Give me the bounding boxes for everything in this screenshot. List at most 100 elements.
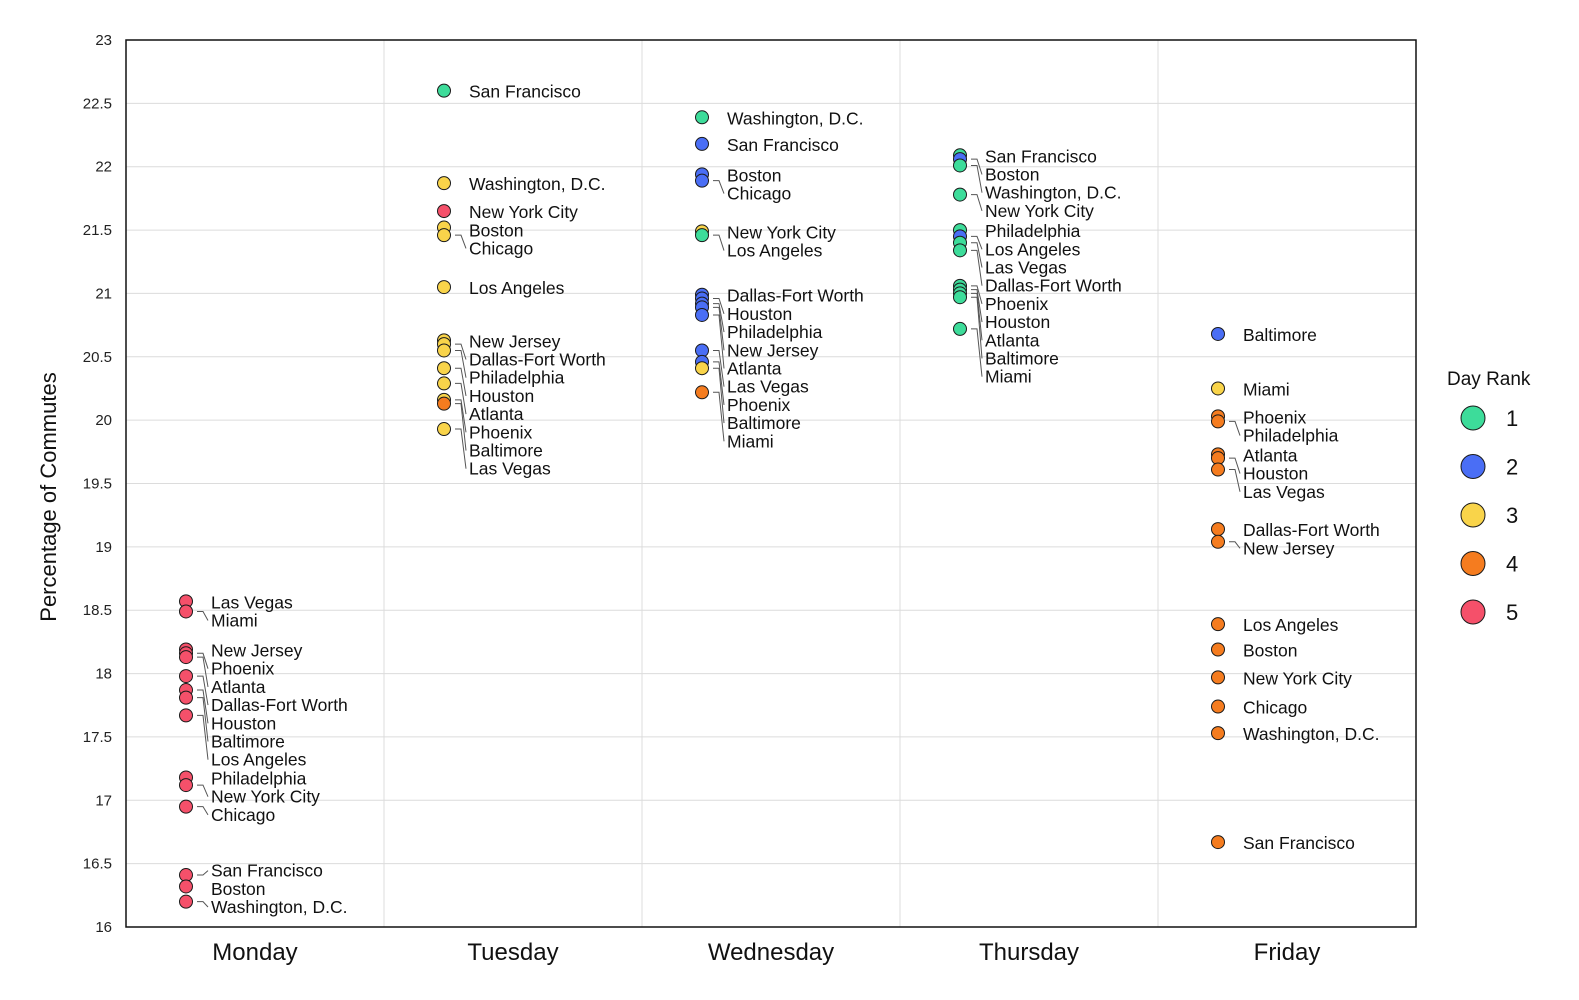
data-point xyxy=(437,83,451,98)
point-label: Philadelphia xyxy=(727,322,823,342)
data-point xyxy=(953,290,967,305)
leader-line xyxy=(971,296,983,359)
leader-line xyxy=(1229,541,1241,549)
point-label: San Francisco xyxy=(985,146,1097,166)
leader-line xyxy=(455,343,467,360)
point-label: Baltimore xyxy=(211,731,285,751)
data-point xyxy=(179,669,193,684)
leader-line xyxy=(197,870,209,876)
point-label: Las Vegas xyxy=(1243,482,1325,502)
leader-line xyxy=(713,391,725,442)
leader-line xyxy=(713,314,725,369)
grid-lines xyxy=(126,40,1416,927)
leader-line xyxy=(197,610,209,621)
point-label: Washington, D.C. xyxy=(469,174,606,194)
leader-line xyxy=(455,428,467,469)
point-label: Philadelphia xyxy=(469,368,565,388)
data-point xyxy=(179,879,193,894)
leader-line xyxy=(197,901,209,908)
point-label: Phoenix xyxy=(469,422,532,442)
data-point xyxy=(437,228,451,243)
legend-swatch xyxy=(1460,599,1486,625)
point-label: Philadelphia xyxy=(211,768,307,788)
x-axis-categories: Monday Tuesday Wednesday Thursday Friday xyxy=(212,939,1320,966)
legend-label: 2 xyxy=(1506,455,1518,480)
point-label: Chicago xyxy=(727,184,791,204)
leader-line xyxy=(1229,420,1241,436)
data-point xyxy=(695,307,709,322)
point-label: Los Angeles xyxy=(469,278,565,298)
data-point xyxy=(1211,522,1225,537)
data-point xyxy=(695,228,709,243)
legend-label: 4 xyxy=(1506,552,1518,577)
point-label: Los Angeles xyxy=(211,750,307,770)
y-tick-label: 18.5 xyxy=(83,602,112,619)
leader-line xyxy=(713,297,725,315)
leader-line xyxy=(197,656,209,687)
point-label: Washington, D.C. xyxy=(727,108,864,128)
data-point xyxy=(953,158,967,173)
point-label: San Francisco xyxy=(469,82,581,102)
data-point xyxy=(953,243,967,258)
point-label: Phoenix xyxy=(985,294,1048,314)
plot-frame xyxy=(125,39,1417,928)
point-label: Chicago xyxy=(1243,698,1307,718)
leader-line xyxy=(971,289,983,323)
point-label: New York City xyxy=(1243,668,1352,688)
y-tick-label: 17.5 xyxy=(83,729,112,746)
point-label: New York City xyxy=(727,222,836,242)
legend-swatch xyxy=(1460,502,1486,528)
data-point xyxy=(437,396,451,411)
data-point xyxy=(1211,699,1225,714)
data-point xyxy=(437,361,451,376)
y-tick-label: 19.5 xyxy=(83,476,112,493)
data-point xyxy=(695,385,709,400)
point-label: Las Vegas xyxy=(211,592,293,612)
point-label: New Jersey xyxy=(469,331,561,351)
leader-line xyxy=(713,367,725,424)
point-label: Houston xyxy=(469,386,534,406)
leader-line xyxy=(971,249,983,286)
point-label: Atlanta xyxy=(469,404,524,424)
leader-line xyxy=(713,180,725,194)
x-category-label: Friday xyxy=(1254,939,1321,966)
point-label: Boston xyxy=(727,165,781,185)
data-point xyxy=(1211,670,1225,685)
point-label: Atlanta xyxy=(211,677,266,697)
leader-line xyxy=(713,303,725,333)
y-axis-ticks: 16 16.5 17 17.5 18 18.5 19 19.5 20 20.5 21 21.5 22 22… xyxy=(83,32,112,936)
data-point xyxy=(437,176,451,191)
data-point xyxy=(179,708,193,723)
point-label: Los Angeles xyxy=(1243,615,1339,635)
x-category-label: Tuesday xyxy=(467,939,558,966)
point-label: Los Angeles xyxy=(985,239,1081,259)
point-label: Boston xyxy=(1243,640,1297,660)
data-point xyxy=(1211,726,1225,741)
point-label: Washington, D.C. xyxy=(985,183,1122,203)
leader-line xyxy=(455,367,467,397)
point-label: Dallas-Fort Worth xyxy=(469,350,606,370)
point-label: Miami xyxy=(1243,379,1290,399)
point-label: Atlanta xyxy=(727,358,782,378)
data-point xyxy=(695,110,709,125)
data-point xyxy=(437,204,451,219)
legend-swatch xyxy=(1460,551,1486,576)
y-tick-label: 22.5 xyxy=(83,95,112,112)
leader-line xyxy=(197,714,209,760)
leader-line xyxy=(1229,457,1241,474)
point-label: Miami xyxy=(211,611,258,631)
point-label: Las Vegas xyxy=(985,257,1067,277)
leader-line xyxy=(971,158,983,175)
point-label: Baltimore xyxy=(1243,325,1317,345)
data-point xyxy=(179,799,193,814)
point-label: Houston xyxy=(985,312,1050,332)
leader-line xyxy=(713,349,725,387)
y-tick-label: 16 xyxy=(95,919,112,936)
point-label: San Francisco xyxy=(727,135,839,155)
point-label: Philadelphia xyxy=(985,221,1081,241)
y-tick-label: 20.5 xyxy=(83,349,112,366)
point-label: Phoenix xyxy=(211,659,274,679)
y-tick-label: 21 xyxy=(95,285,112,302)
leader-line xyxy=(455,234,467,249)
